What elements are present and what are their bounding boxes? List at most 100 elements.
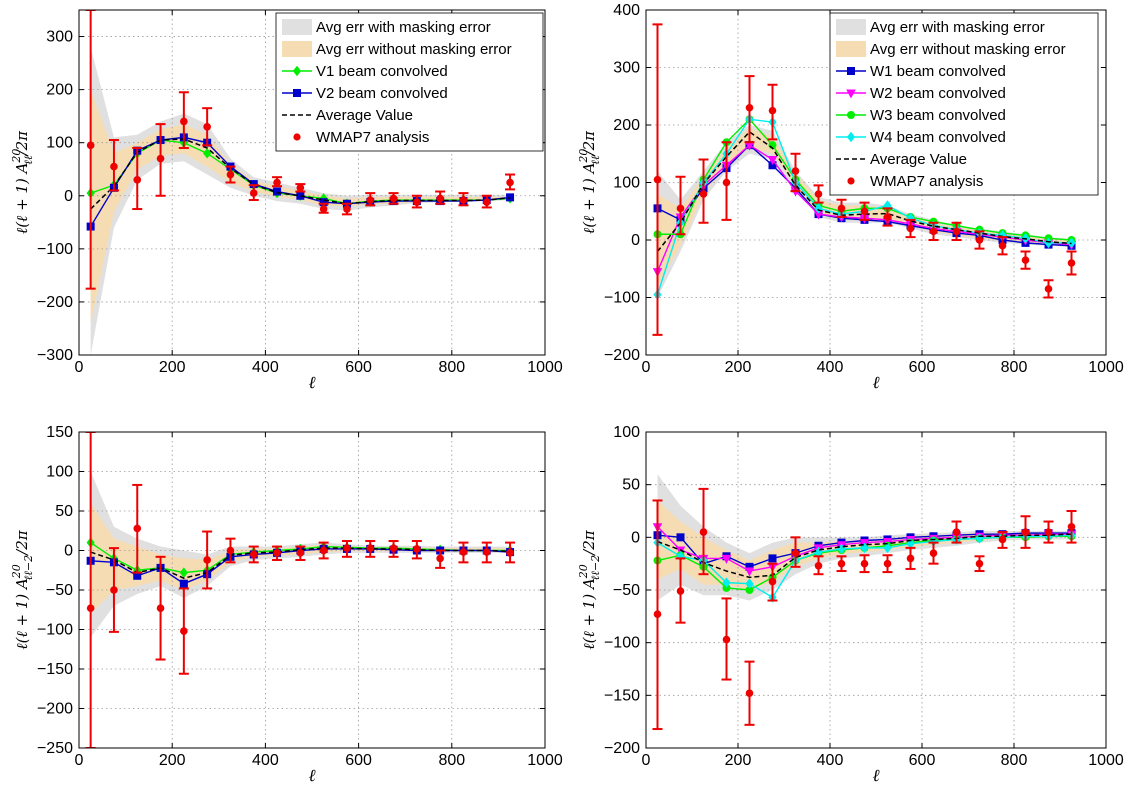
data-point	[459, 196, 468, 204]
data-point	[482, 198, 491, 206]
legend: Avg err with masking error Avg err withou…	[275, 12, 544, 152]
y-tick-label: −50	[613, 582, 640, 599]
plot-content	[646, 432, 1106, 748]
legend-label: W4 beam convolved	[870, 129, 1006, 146]
data-point	[436, 554, 444, 563]
legend-swatch-marker	[847, 67, 856, 76]
y-tick-label: 100	[46, 464, 73, 481]
legend-label: Avg err with masking error	[870, 19, 1045, 36]
legend-swatch-band	[282, 19, 312, 35]
y-tick-label: 0	[631, 529, 640, 546]
y-tick-label: 100	[46, 135, 73, 152]
legend-label: Average Value	[870, 151, 967, 168]
y-axis-label-sub: ℓℓ	[22, 155, 35, 165]
y-axis-label: ℓ(ℓ + 1) A20ℓℓ/2π	[10, 130, 35, 234]
y-tick-label: 200	[46, 82, 73, 99]
series-marker	[506, 193, 515, 202]
data-point	[1021, 528, 1030, 536]
plot-content	[79, 10, 545, 355]
data-point	[226, 546, 235, 555]
data-point	[133, 524, 142, 533]
x-tick-label: 1000	[1088, 359, 1124, 376]
data-point	[180, 117, 188, 126]
y-tick-label: −300	[37, 347, 73, 364]
legend-swatch-point	[847, 177, 855, 185]
y-tick-label: 300	[613, 60, 640, 77]
legend-swatch-band	[282, 41, 312, 57]
legend: Avg err with masking error Avg err withou…	[829, 12, 1099, 196]
x-axis-label: ℓ	[308, 373, 315, 393]
data-point	[837, 559, 846, 568]
data-point	[366, 196, 375, 204]
legend-swatch-marker	[847, 111, 856, 120]
y-axis-label-tail: /2π	[580, 529, 598, 557]
x-tick-label: 400	[252, 359, 279, 376]
data-point	[768, 106, 777, 115]
data-point	[906, 224, 915, 233]
y-tick-label: 100	[613, 175, 640, 192]
x-tick-label: 400	[252, 752, 279, 769]
data-point	[459, 548, 468, 556]
legend-swatch-marker	[846, 89, 856, 99]
data-point	[837, 204, 846, 213]
legend-label: WMAP7 analysis	[870, 173, 983, 190]
legend-label: W1 beam convolved	[870, 63, 1006, 80]
x-tick-label: 200	[725, 752, 752, 769]
legend-swatch-marker	[292, 65, 302, 77]
data-point	[1067, 523, 1076, 531]
y-axis-label-main: ℓ(ℓ + 1) A	[580, 162, 598, 234]
x-tick-label: 600	[345, 359, 372, 376]
legend-swatch-marker	[292, 89, 301, 98]
data-point	[366, 544, 375, 552]
plot-content	[79, 432, 545, 748]
legend-label: Avg err with masking error	[316, 19, 491, 36]
data-point	[413, 545, 421, 553]
legend-swatch-band	[836, 41, 866, 57]
axes-frame	[78, 9, 546, 356]
y-axis-label-sub: ℓℓ−2	[22, 555, 35, 580]
data-point	[1044, 285, 1053, 293]
panel-bottom-right: 0 200 400 600 800 1000−200−150−100−50050100ℓℓ…	[577, 424, 1124, 785]
y-axis-label-sub: ℓℓ−2	[589, 555, 602, 580]
data-point	[929, 227, 938, 236]
legend-label: W2 beam convolved	[870, 85, 1006, 102]
data-point	[506, 549, 514, 557]
y-tick-label: −150	[37, 661, 73, 678]
legend-label: V2 beam convolved	[316, 85, 448, 102]
legend-label: Avg err without masking error	[316, 41, 512, 58]
x-tick-label: 0	[642, 752, 651, 769]
y-tick-label: −50	[46, 582, 73, 599]
data-point	[110, 162, 118, 171]
error-band-without-masking	[90, 503, 511, 614]
data-point	[653, 610, 662, 619]
y-tick-label: 50	[55, 503, 73, 520]
x-tick-label: 1000	[527, 359, 563, 376]
data-point	[343, 544, 351, 552]
data-point	[929, 549, 938, 557]
x-tick-label: 1000	[527, 752, 563, 769]
data-point	[319, 205, 328, 213]
legend-label: WMAP7 analysis	[316, 129, 429, 146]
data-point	[1021, 256, 1030, 264]
legend-label: Average Value	[316, 107, 413, 124]
series-marker	[179, 579, 188, 588]
x-tick-label: 400	[817, 359, 844, 376]
data-point	[319, 546, 328, 555]
y-axis-label-sup: 20	[577, 149, 590, 164]
legend-box	[275, 12, 544, 152]
series-marker	[721, 554, 732, 564]
data-point	[110, 586, 118, 594]
y-tick-label: −200	[37, 294, 73, 311]
data-point	[676, 204, 685, 213]
x-tick-label: 800	[1001, 359, 1028, 376]
y-axis-label-tail: /2π	[580, 130, 598, 158]
data-point	[791, 167, 800, 175]
data-point	[249, 189, 258, 197]
x-tick-label: 200	[159, 359, 186, 376]
data-point	[273, 178, 281, 187]
y-tick-label: 150	[46, 424, 73, 441]
data-point	[814, 561, 823, 570]
panel-top-left: 0 200 400 600 800 1000 −300 −200 −100 0 100 200 300 ℓ…	[10, 9, 563, 393]
series-marker	[676, 533, 685, 542]
